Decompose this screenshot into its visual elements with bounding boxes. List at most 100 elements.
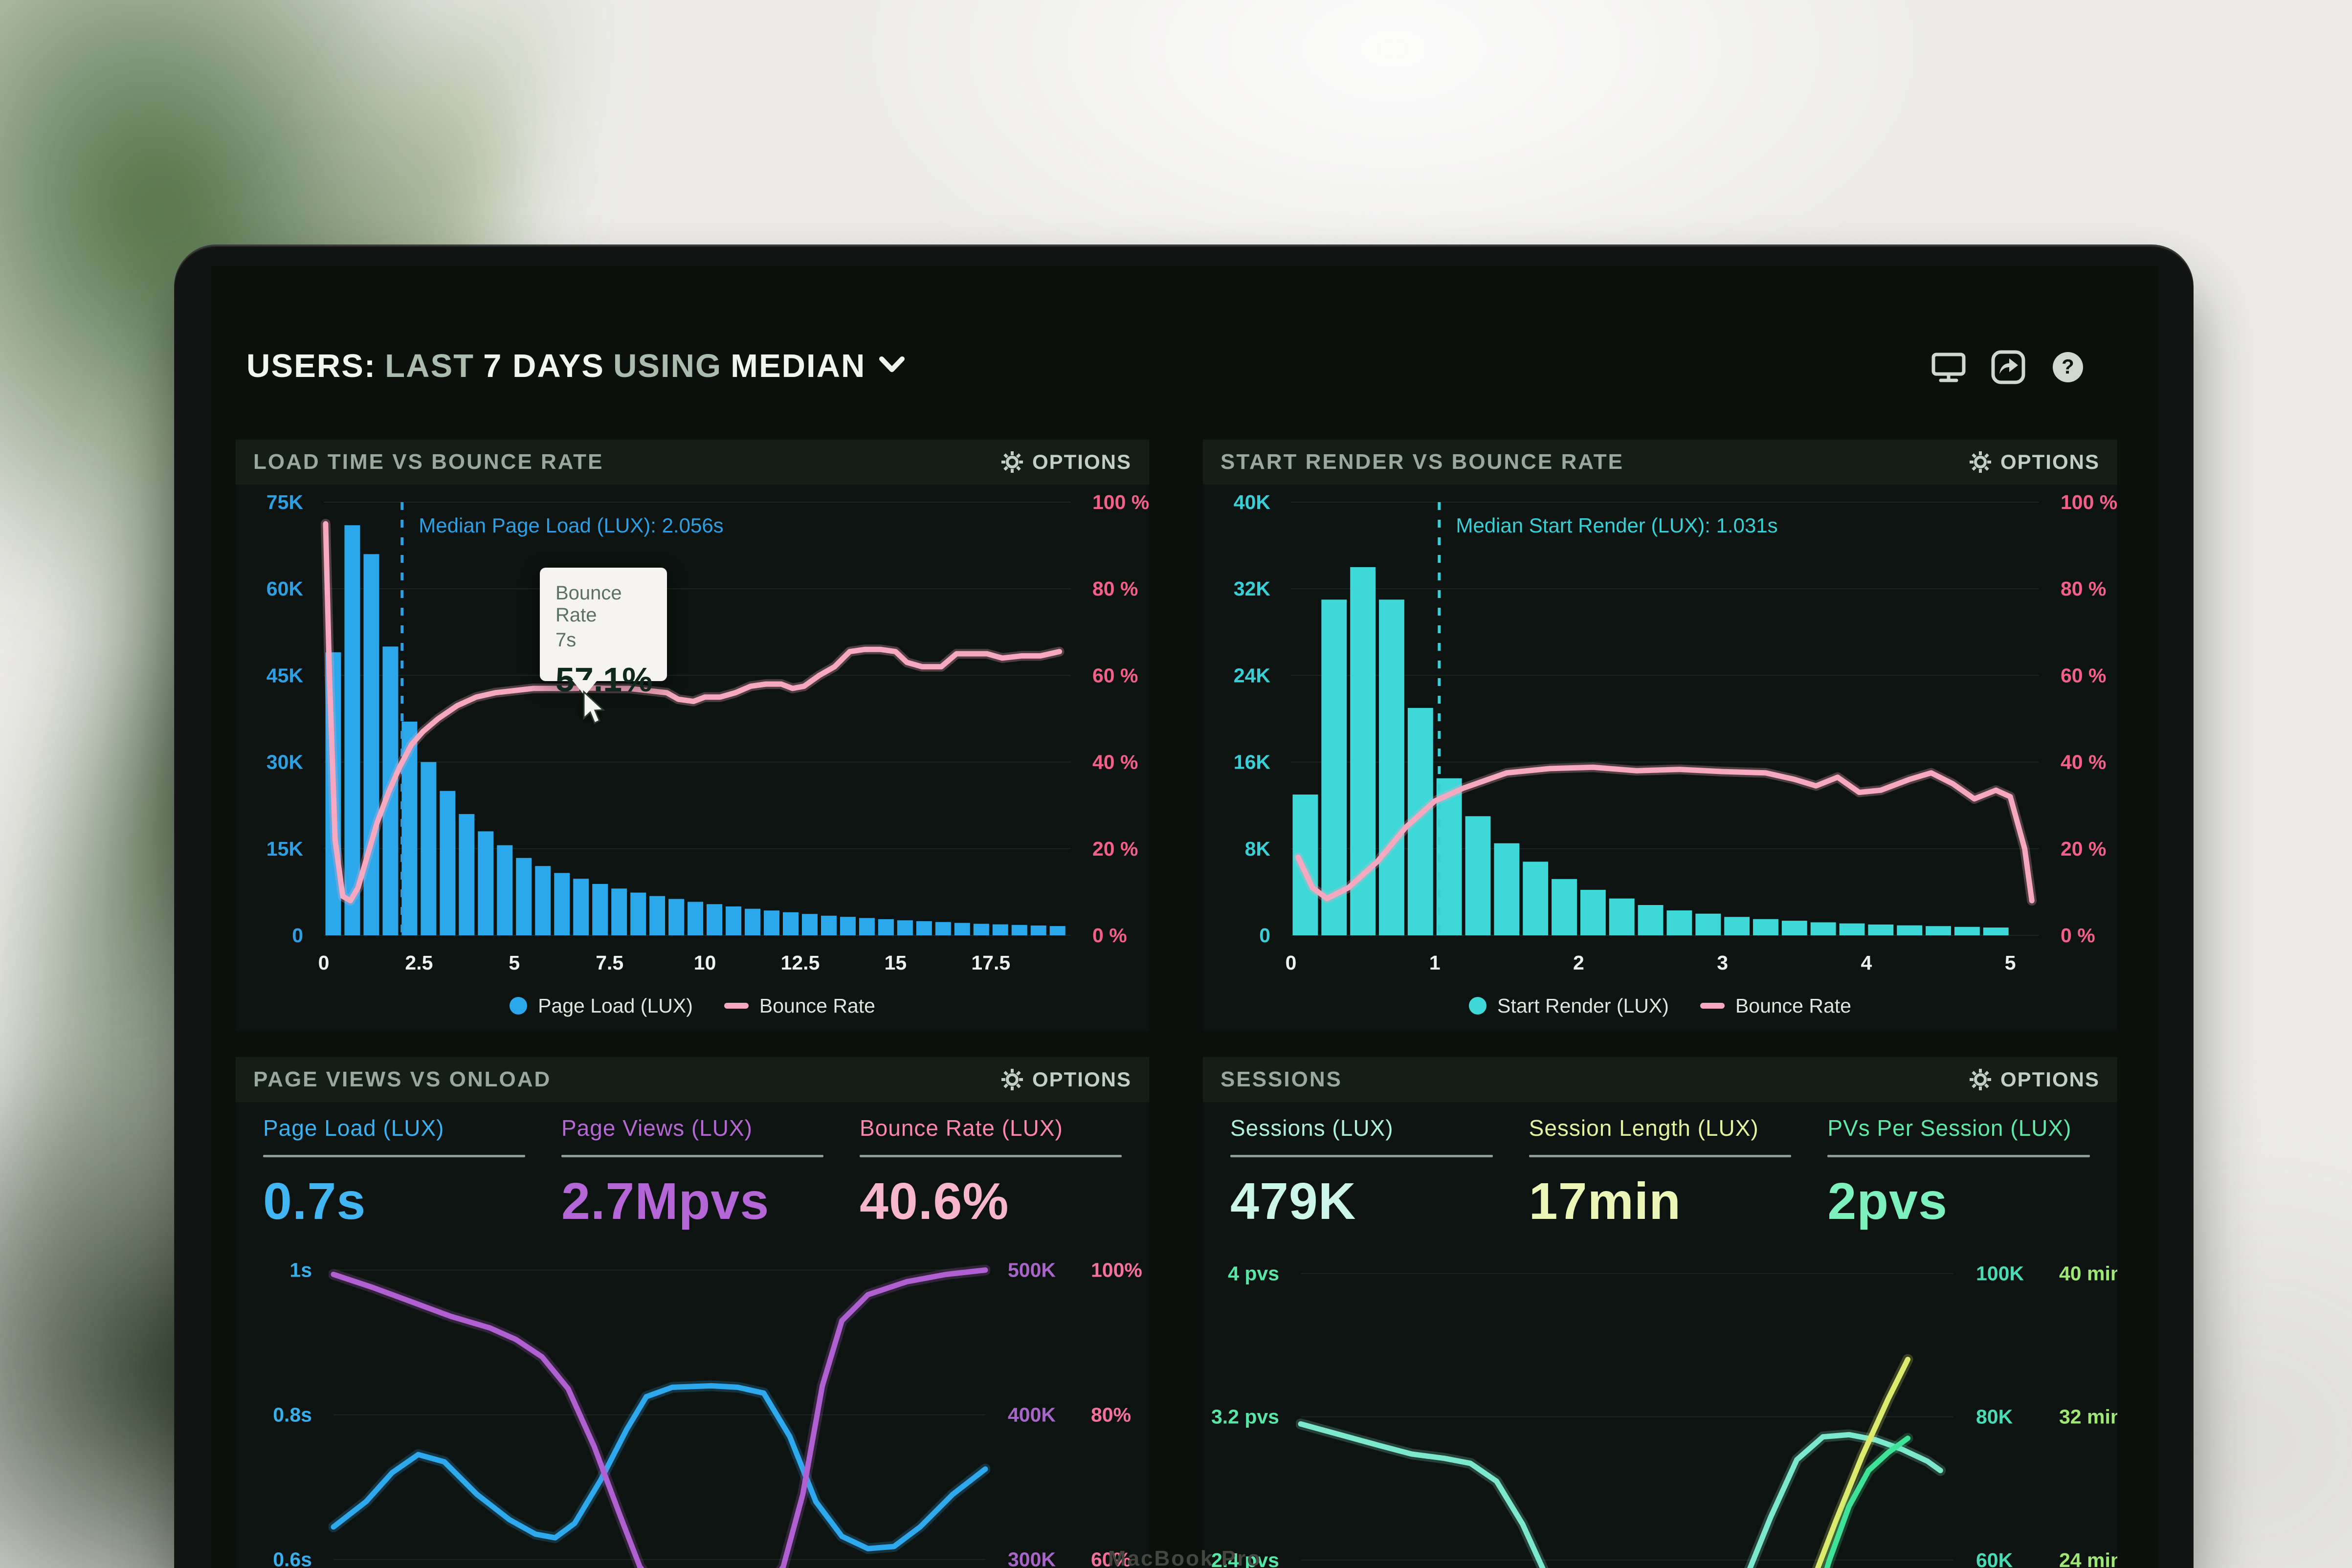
- page-views-onload-linechart[interactable]: 1s500K100%0.8s400K80%0.6s300K60%0.4s200K…: [236, 1236, 1149, 1568]
- legend-label: Bounce Rate: [1735, 994, 1851, 1017]
- help-icon[interactable]: ?: [2050, 349, 2086, 385]
- svg-text:Median Start Render (LUX): 1.0: Median Start Render (LUX): 1.031s: [1456, 514, 1777, 537]
- legend-item-start-render[interactable]: Start Render (LUX): [1469, 994, 1669, 1017]
- metric-label: PVs Per Session (LUX): [1827, 1115, 2072, 1141]
- svg-text:60K: 60K: [266, 577, 304, 600]
- svg-text:2.4 pvs: 2.4 pvs: [1211, 1549, 1279, 1568]
- title-segment: USING: [613, 348, 722, 384]
- header-icon-group: ?: [1930, 349, 2086, 385]
- metric-underline: [1529, 1155, 1792, 1157]
- legend-dot: [510, 997, 528, 1015]
- share-icon[interactable]: [1990, 349, 2026, 385]
- legend-item-bounce-rate[interactable]: Bounce Rate: [1700, 994, 1851, 1017]
- svg-text:80 %: 80 %: [2061, 577, 2106, 600]
- panel-title: PAGE VIEWS VS ONLOAD: [253, 1067, 552, 1091]
- svg-text:3.2 pvs: 3.2 pvs: [1211, 1406, 1279, 1428]
- options-label: OPTIONS: [1032, 450, 1132, 473]
- svg-text:40 min: 40 min: [2059, 1262, 2117, 1285]
- panel-header: SESSIONS OPTIONS: [1203, 1057, 2117, 1102]
- options-label: OPTIONS: [2000, 1068, 2100, 1091]
- svg-text:100%: 100%: [1091, 1259, 1142, 1281]
- svg-text:100K: 100K: [1976, 1262, 2024, 1285]
- svg-text:?: ?: [2062, 355, 2074, 378]
- gear-icon: [1001, 1069, 1023, 1090]
- svg-text:60%: 60%: [1091, 1548, 1131, 1568]
- panel-title: SESSIONS: [1220, 1067, 1342, 1091]
- panel-header: PAGE VIEWS VS ONLOAD OPTIONS: [236, 1057, 1149, 1102]
- options-button[interactable]: OPTIONS: [1969, 1068, 2100, 1091]
- panel-sessions: SESSIONS OPTIONS Sessions (LUX) 479K Ses…: [1203, 1057, 2117, 1568]
- metric-pvs-per-session: PVs Per Session (LUX) 2pvs: [1827, 1115, 2090, 1236]
- metric-underline: [1230, 1155, 1493, 1157]
- gear-icon: [1001, 451, 1023, 473]
- title-segment: LAST: [385, 348, 475, 384]
- options-button[interactable]: OPTIONS: [1001, 450, 1132, 474]
- svg-text:0: 0: [1259, 924, 1270, 947]
- legend-item-bounce-rate[interactable]: Bounce Rate: [724, 994, 875, 1017]
- svg-text:0 %: 0 %: [2061, 924, 2095, 947]
- svg-text:60 %: 60 %: [1092, 664, 1138, 686]
- legend-item-page-load[interactable]: Page Load (LUX): [510, 994, 693, 1017]
- svg-text:80 %: 80 %: [1092, 577, 1138, 600]
- gear-icon: [1969, 1069, 1991, 1090]
- title-segment: USERS:: [246, 348, 377, 384]
- svg-text:500K: 500K: [1008, 1259, 1056, 1281]
- panel-start-render-vs-bounce-rate: START RENDER VS BOUNCE RATE OPTIONS 40K 1…: [1203, 440, 2117, 1031]
- svg-text:15: 15: [885, 951, 907, 974]
- svg-text:0: 0: [292, 924, 303, 947]
- svg-text:3: 3: [1717, 951, 1728, 974]
- svg-text:40 %: 40 %: [2061, 751, 2106, 773]
- svg-text:10: 10: [694, 951, 716, 974]
- load-time-histogram[interactable]: 75K 100 % 60K 80 % 45K 60 % 30K 40 % 15K 20 % 0 0 %…: [236, 485, 1149, 980]
- svg-text:20 %: 20 %: [1092, 838, 1138, 860]
- svg-text:60K: 60K: [1976, 1549, 2013, 1568]
- panel-header: START RENDER VS BOUNCE RATE OPTIONS: [1203, 440, 2117, 485]
- panel-title: LOAD TIME VS BOUNCE RATE: [253, 450, 604, 474]
- svg-text:1s: 1s: [289, 1259, 312, 1281]
- options-button[interactable]: OPTIONS: [1001, 1068, 1132, 1091]
- metric-label: Bounce Rate (LUX): [860, 1115, 1063, 1141]
- panel-title: START RENDER VS BOUNCE RATE: [1220, 450, 1624, 474]
- svg-text:75K: 75K: [266, 491, 304, 513]
- monitor-icon[interactable]: [1930, 349, 1967, 385]
- svg-text:300K: 300K: [1008, 1548, 1056, 1568]
- panel-load-time-vs-bounce-rate: LOAD TIME VS BOUNCE RATE OPTIONS 75K 100 …: [236, 440, 1149, 1031]
- legend-dash: [1700, 1003, 1725, 1009]
- options-label: OPTIONS: [2000, 450, 2100, 473]
- metric-value: 2.7Mpvs: [561, 1172, 770, 1230]
- chart-legend: Start Render (LUX) Bounce Rate: [1203, 980, 2117, 1031]
- svg-text:100 %: 100 %: [1092, 491, 1149, 513]
- svg-text:0: 0: [1286, 951, 1297, 974]
- metric-value: 40.6%: [860, 1172, 1009, 1230]
- panel-page-views-vs-onload: PAGE VIEWS VS ONLOAD OPTIONS Page Load (…: [236, 1057, 1149, 1568]
- metric-value: 2pvs: [1827, 1172, 1948, 1230]
- title-segment: MEDIAN: [731, 348, 866, 384]
- chart-legend: Page Load (LUX) Bounce Rate: [236, 980, 1149, 1031]
- laptop: USERS: LAST 7 DAYS USING MEDIAN ?: [174, 244, 2194, 1568]
- svg-text:60 %: 60 %: [2061, 664, 2106, 686]
- svg-text:5: 5: [509, 951, 520, 974]
- options-button[interactable]: OPTIONS: [1969, 450, 2100, 474]
- metric-value: 0.7s: [263, 1172, 366, 1230]
- metric-underline: [263, 1155, 525, 1157]
- sessions-linechart[interactable]: 4 pvs 100K 40 min 3.2 pvs 80K 32 min 2.4 pvs 60…: [1203, 1236, 2117, 1568]
- svg-text:4: 4: [1861, 951, 1872, 974]
- svg-text:8K: 8K: [1245, 838, 1271, 860]
- legend-dot: [1469, 997, 1487, 1015]
- tooltip-x-value: 7s: [555, 629, 577, 651]
- chart-tooltip: Bounce Rate 7s 57.1%: [540, 568, 667, 699]
- svg-text:16K: 16K: [1234, 751, 1271, 773]
- macbook-branding: MacBook Pro: [1108, 1546, 1262, 1568]
- metric-underline: [1827, 1155, 2090, 1157]
- metric-value: 479K: [1230, 1172, 1356, 1230]
- title-segment: 7 DAYS: [483, 348, 604, 384]
- tooltip-series: Bounce Rate: [555, 582, 622, 626]
- metric-page-load: Page Load (LUX) 0.7s: [263, 1115, 525, 1236]
- legend-label: Start Render (LUX): [1497, 994, 1669, 1017]
- start-render-histogram[interactable]: 40K 100 % 32K 80 % 24K 60 % 16K 40 % 8K 20 % 0 0 % M…: [1203, 485, 2117, 980]
- dashboard-titlebar: USERS: LAST 7 DAYS USING MEDIAN ?: [236, 330, 2116, 408]
- svg-text:400K: 400K: [1008, 1404, 1056, 1426]
- dashboard-title-dropdown[interactable]: USERS: LAST 7 DAYS USING MEDIAN: [246, 343, 905, 385]
- legend-label: Page Load (LUX): [538, 994, 693, 1017]
